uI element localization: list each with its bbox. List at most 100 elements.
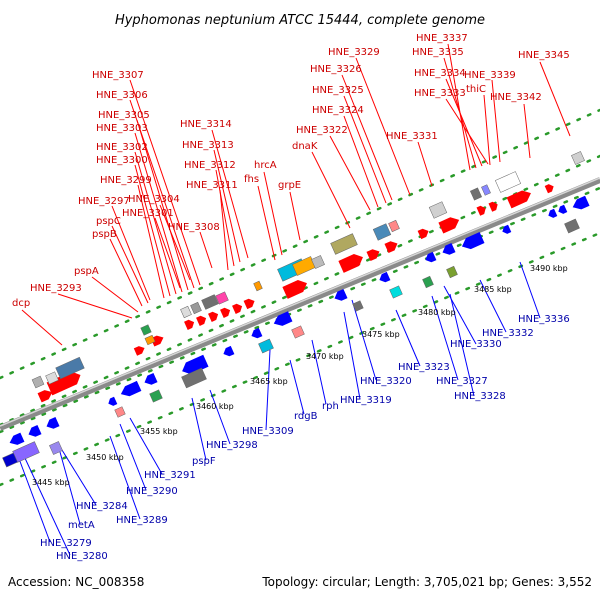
gene-box[interactable] [258, 338, 274, 354]
forward-gene-arrow[interactable] [366, 247, 381, 262]
forward-gene-arrow[interactable] [488, 200, 500, 212]
gene-label-HNE_3342[interactable]: HNE_3342 [490, 92, 542, 103]
gene-label-HNE_3308[interactable]: HNE_3308 [168, 222, 220, 233]
gene-label-HNE_3324[interactable]: HNE_3324 [312, 105, 364, 116]
gene-label-grpE[interactable]: grpE [278, 180, 301, 191]
gene-label-HNE_3279[interactable]: HNE_3279 [40, 538, 92, 549]
gene-label-dnaK[interactable]: dnaK [292, 141, 318, 152]
reverse-gene-arrow[interactable] [332, 288, 348, 303]
gene-box[interactable] [31, 375, 45, 389]
gene-box[interactable] [422, 275, 434, 289]
gene-box[interactable] [45, 371, 59, 385]
gene-label-HNE_3297[interactable]: HNE_3297 [78, 196, 130, 207]
forward-gene-arrow[interactable] [417, 227, 431, 240]
gene-label-HNE_3311[interactable]: HNE_3311 [186, 180, 238, 191]
forward-gene-arrow[interactable] [37, 388, 55, 403]
gene-box[interactable] [149, 389, 163, 403]
gene-label-HNE_3334[interactable]: HNE_3334 [414, 68, 466, 79]
forward-gene-arrow[interactable] [220, 306, 232, 318]
reverse-gene-arrow[interactable] [44, 416, 60, 431]
gene-label-HNE_3337[interactable]: HNE_3337 [416, 33, 468, 44]
gene-box[interactable] [330, 233, 358, 255]
reverse-gene-arrow[interactable] [142, 372, 158, 387]
gene-label-HNE_3330[interactable]: HNE_3330 [450, 339, 502, 350]
gene-label-rph[interactable]: rph [322, 401, 339, 412]
gene-label-metA[interactable]: metA [68, 520, 95, 531]
gene-box[interactable] [571, 151, 585, 165]
gene-label-hrcA[interactable]: hrcA [254, 160, 277, 171]
gene-label-HNE_3312[interactable]: HNE_3312 [184, 160, 236, 171]
reverse-gene-arrow[interactable] [119, 380, 142, 399]
gene-label-HNE_3336[interactable]: HNE_3336 [518, 314, 570, 325]
gene-label-fhs[interactable]: fhs [244, 174, 259, 185]
gene-label-pspF[interactable]: pspF [192, 456, 216, 467]
reverse-gene-arrow[interactable] [440, 242, 456, 257]
gene-label-HNE_3306[interactable]: HNE_3306 [96, 90, 148, 101]
gene-label-HNE_3291[interactable]: HNE_3291 [144, 470, 196, 481]
gene-box[interactable] [311, 255, 325, 269]
gene-label-HNE_3313[interactable]: HNE_3313 [182, 140, 234, 151]
gene-label-HNE_3280[interactable]: HNE_3280 [56, 551, 108, 562]
reverse-gene-arrow[interactable] [424, 251, 437, 264]
reverse-gene-arrow[interactable] [460, 232, 485, 252]
gene-box[interactable] [446, 265, 458, 279]
gene-box[interactable] [481, 184, 491, 196]
gene-label-HNE_3333[interactable]: HNE_3333 [414, 88, 466, 99]
gene-box[interactable] [428, 201, 448, 219]
gene-label-HNE_3328[interactable]: HNE_3328 [454, 391, 506, 402]
forward-gene-arrow[interactable] [232, 302, 244, 314]
forward-gene-arrow[interactable] [196, 314, 208, 326]
gene-label-HNE_3304[interactable]: HNE_3304 [128, 194, 180, 205]
gene-box[interactable] [201, 294, 219, 310]
forward-gene-arrow[interactable] [243, 297, 257, 310]
forward-gene-arrow[interactable] [384, 239, 399, 254]
gene-label-HNE_3309[interactable]: HNE_3309 [242, 426, 294, 437]
gene-label-HNE_3326[interactable]: HNE_3326 [310, 64, 362, 75]
gene-box[interactable] [291, 325, 305, 339]
forward-gene-arrow[interactable] [438, 214, 461, 234]
reverse-gene-arrow[interactable] [547, 208, 558, 220]
forward-gene-arrow[interactable] [184, 318, 196, 330]
forward-gene-arrow[interactable] [544, 183, 556, 194]
gene-label-HNE_3335[interactable]: HNE_3335 [412, 47, 464, 58]
reverse-gene-arrow[interactable] [222, 345, 235, 358]
gene-label-HNE_3305[interactable]: HNE_3305 [98, 110, 150, 121]
forward-gene-arrow[interactable] [282, 277, 309, 299]
gene-label-HNE_3299[interactable]: HNE_3299 [100, 175, 152, 186]
reverse-gene-arrow[interactable] [26, 424, 42, 439]
gene-label-HNE_3329[interactable]: HNE_3329 [328, 47, 380, 58]
gene-label-pspB[interactable]: pspB [92, 229, 117, 240]
gene-label-HNE_3289[interactable]: HNE_3289 [116, 515, 168, 526]
gene-label-HNE_3339[interactable]: HNE_3339 [464, 70, 516, 81]
gene-label-HNE_3314[interactable]: HNE_3314 [180, 119, 232, 130]
forward-gene-arrow[interactable] [476, 204, 488, 216]
gene-label-HNE_3301[interactable]: HNE_3301 [122, 208, 174, 219]
gene-box[interactable] [2, 452, 18, 468]
forward-gene-arrow[interactable] [133, 344, 146, 356]
gene-label-HNE_3302[interactable]: HNE_3302 [96, 142, 148, 153]
gene-box[interactable] [564, 218, 580, 234]
gene-box[interactable] [388, 219, 400, 233]
gene-box[interactable] [55, 356, 85, 380]
gene-label-HNE_3284[interactable]: HNE_3284 [76, 501, 128, 512]
gene-label-HNE_3320[interactable]: HNE_3320 [360, 376, 412, 387]
reverse-gene-arrow[interactable] [250, 327, 263, 340]
forward-gene-arrow[interactable] [208, 310, 220, 322]
reverse-gene-arrow[interactable] [570, 195, 590, 213]
forward-gene-arrow[interactable] [338, 251, 365, 273]
gene-box[interactable] [190, 301, 202, 315]
gene-label-HNE_3290[interactable]: HNE_3290 [126, 486, 178, 497]
gene-label-HNE_3322[interactable]: HNE_3322 [296, 125, 348, 136]
gene-box[interactable] [144, 334, 156, 346]
forward-gene-arrow[interactable] [46, 369, 84, 396]
reverse-gene-arrow[interactable] [557, 204, 568, 216]
gene-box[interactable] [140, 324, 152, 336]
gene-label-pspA[interactable]: pspA [74, 266, 99, 277]
reverse-gene-arrow[interactable] [8, 432, 25, 448]
gene-label-HNE_3323[interactable]: HNE_3323 [398, 362, 450, 373]
gene-label-HNE_3345[interactable]: HNE_3345 [518, 50, 570, 61]
gene-label-HNE_3325[interactable]: HNE_3325 [312, 85, 364, 96]
gene-box[interactable] [114, 406, 126, 418]
gene-box[interactable] [180, 305, 192, 319]
gene-box[interactable] [253, 280, 263, 292]
